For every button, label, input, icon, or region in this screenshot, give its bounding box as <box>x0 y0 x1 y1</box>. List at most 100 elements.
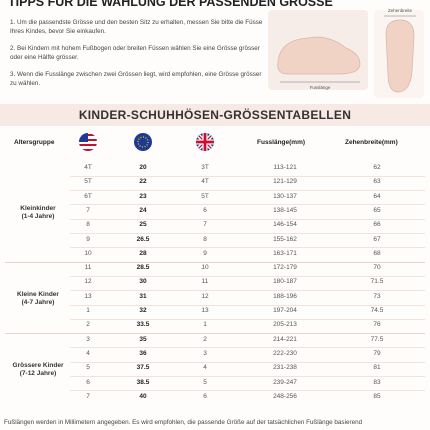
toe-width: 67 <box>373 235 381 243</box>
toe-width: 85 <box>373 392 381 400</box>
toe-width: 66 <box>373 221 381 229</box>
toe-width: 65 <box>373 206 381 214</box>
foot-length: 113-121 <box>273 164 297 171</box>
tip: 3. Wenn die Fusslänge zwischen zwei Grös… <box>10 71 262 87</box>
foot-illustration: Fusslänge Zehenbreite <box>268 8 424 98</box>
foot-length: 130-137 <box>273 192 297 200</box>
us-size: 5T <box>84 178 92 186</box>
toe-width: 71.5 <box>370 278 384 286</box>
toe-width: 62 <box>373 164 381 171</box>
foot-length: 188-196 <box>273 292 297 300</box>
eu-size: 25 <box>139 221 147 229</box>
foot-length: 180-187 <box>273 278 297 286</box>
group-separator <box>5 261 425 263</box>
uk-size: 12 <box>201 292 209 300</box>
tip: 2. Bei Kindern mit hohem Fußbogen oder b… <box>10 45 260 61</box>
eu-size: 35 <box>139 335 147 343</box>
header-length: Fusslänge(mm) <box>257 139 306 146</box>
toe-width: 74.5 <box>370 307 384 314</box>
row-separator <box>70 347 425 349</box>
foot-length: 214-221 <box>273 335 297 343</box>
uk-size: 1 <box>203 321 207 329</box>
us-size: 7 <box>86 206 90 214</box>
tip: 1. Um die passendste Grösse und den best… <box>10 19 263 35</box>
foot-length: 222-230 <box>273 349 297 357</box>
length-label: Fusslänge <box>310 85 331 90</box>
toe-width: 64 <box>373 192 381 200</box>
uk-size: 3 <box>203 349 207 357</box>
us-size: 9 <box>86 235 90 243</box>
us-size: 3 <box>86 335 90 343</box>
row-separator <box>70 361 425 363</box>
eu-flag <box>134 133 152 151</box>
uk-size: 11 <box>201 278 209 286</box>
eu-size: 36 <box>139 349 147 357</box>
eu-size: 24 <box>139 206 147 214</box>
eu-size: 38.5 <box>136 378 150 386</box>
toe-width: 73 <box>373 292 381 300</box>
foot-length: 205-213 <box>273 321 297 329</box>
uk-size: 8 <box>203 235 207 243</box>
eu-size: 32 <box>139 307 147 314</box>
eu-size: 28 <box>139 249 147 257</box>
age-group: Grössere Kinder (7-12 Jahre) <box>5 362 71 378</box>
row-separator <box>70 190 425 192</box>
uk-size: 5T <box>201 192 209 200</box>
toe-width: 77.5 <box>370 335 384 343</box>
row-separator <box>70 318 425 320</box>
us-size: 6T <box>84 192 92 200</box>
eu-size: 37.5 <box>136 364 150 372</box>
foot-length: 163-171 <box>273 249 297 257</box>
us-size: 5 <box>86 364 90 372</box>
group-ages: (1-4 Jahre) <box>21 213 55 221</box>
group-ages: (7-12 Jahre) <box>19 370 57 378</box>
toe-width: 68 <box>373 249 381 257</box>
us-size: 13 <box>84 292 92 300</box>
eu-size: 26.5 <box>136 235 150 243</box>
header-width: Zehenbreite(mm) <box>345 139 398 146</box>
us-size: 1 <box>86 307 90 314</box>
uk-size: 6 <box>203 392 207 400</box>
eu-size: 28.5 <box>136 264 150 272</box>
row-separator <box>70 233 425 234</box>
uk-size: 13 <box>201 307 209 314</box>
toe-width: 79 <box>373 349 381 357</box>
toe-width: 81 <box>373 364 381 372</box>
foot-length: 172-179 <box>273 264 297 272</box>
toe-width: 70 <box>373 264 381 272</box>
us-size: 4T <box>84 164 92 171</box>
group-ages: (4-7 Jahre) <box>21 298 55 306</box>
eu-size: 31 <box>139 292 147 300</box>
group-separator <box>5 333 425 335</box>
eu-size: 40 <box>139 392 147 400</box>
us-size: 7 <box>86 392 90 400</box>
row-separator <box>70 304 425 306</box>
uk-size: 10 <box>201 264 209 272</box>
us-size: 4 <box>86 349 90 357</box>
uk-flag <box>196 133 214 151</box>
foot-length: 248-256 <box>273 392 297 400</box>
row-separator <box>70 290 425 292</box>
foot-length: 239-247 <box>273 378 297 386</box>
group-name: Kleinkinder <box>20 205 56 213</box>
us-size: 12 <box>84 278 92 286</box>
foot-length: 197-204 <box>273 307 297 314</box>
width-label: Zehenbreite <box>388 8 413 13</box>
group-name: Grössere Kinder <box>12 362 64 370</box>
uk-size: 4 <box>203 364 207 372</box>
row-separator <box>70 175 425 177</box>
eu-size: 22 <box>139 178 147 186</box>
age-group: Kleinkinder (1-4 Jahre) <box>5 205 71 221</box>
row-separator <box>70 247 425 249</box>
us-size: 10 <box>84 249 92 257</box>
us-size: 6 <box>86 378 90 386</box>
eu-size: 23 <box>139 192 147 200</box>
eu-size: 33.5 <box>136 321 150 329</box>
uk-size: 4T <box>201 178 209 186</box>
foot-length: 231-238 <box>273 364 297 372</box>
us-size: 11 <box>84 264 92 272</box>
uk-size: 6 <box>203 206 207 214</box>
uk-size: 7 <box>203 221 207 229</box>
foot-length: 146-154 <box>273 221 297 229</box>
